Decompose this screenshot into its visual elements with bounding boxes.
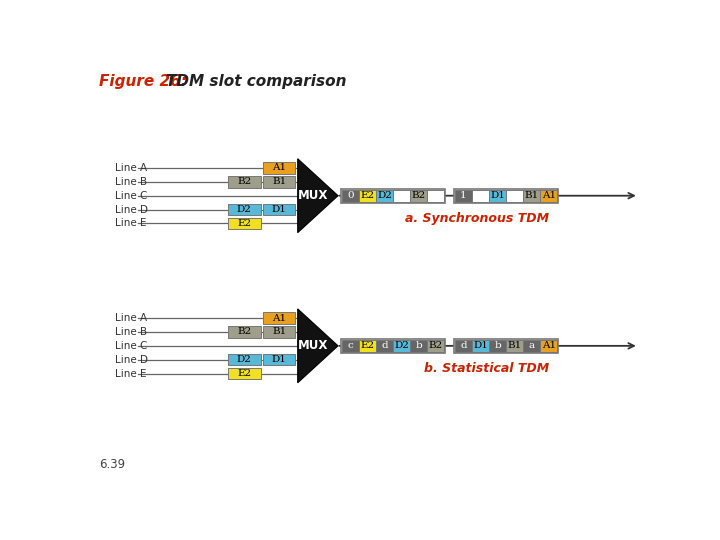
- Bar: [376, 340, 393, 352]
- Text: D2: D2: [237, 355, 252, 364]
- Text: B1: B1: [525, 191, 539, 200]
- Polygon shape: [297, 309, 338, 383]
- Bar: [393, 340, 410, 352]
- Text: A1: A1: [541, 341, 556, 350]
- Text: 6.39: 6.39: [99, 458, 125, 471]
- Text: Line E: Line E: [114, 369, 146, 379]
- Bar: [341, 339, 445, 353]
- Bar: [540, 340, 557, 352]
- Text: D1: D1: [490, 191, 505, 200]
- Bar: [393, 190, 410, 202]
- Text: MUX: MUX: [298, 339, 328, 353]
- Text: MUX: MUX: [298, 189, 328, 202]
- Text: B1: B1: [272, 177, 287, 186]
- Text: b: b: [415, 341, 422, 350]
- Text: a: a: [528, 341, 535, 350]
- Bar: [427, 340, 444, 352]
- Bar: [228, 218, 261, 229]
- Bar: [489, 340, 506, 352]
- Bar: [455, 340, 472, 352]
- Text: b: b: [494, 341, 501, 350]
- Bar: [489, 190, 506, 202]
- Polygon shape: [297, 159, 338, 233]
- Bar: [472, 340, 489, 352]
- Text: Line A: Line A: [114, 313, 147, 323]
- Text: D1: D1: [473, 341, 488, 350]
- Bar: [376, 190, 393, 202]
- Bar: [228, 326, 261, 338]
- Text: B2: B2: [428, 341, 443, 350]
- Bar: [228, 204, 261, 215]
- Bar: [455, 190, 472, 202]
- Bar: [410, 340, 427, 352]
- Bar: [228, 368, 261, 379]
- Text: B1: B1: [508, 341, 522, 350]
- Text: B2: B2: [237, 327, 251, 336]
- Bar: [263, 312, 295, 324]
- Bar: [523, 190, 540, 202]
- Text: D1: D1: [271, 355, 287, 364]
- Text: 1: 1: [460, 191, 467, 200]
- Bar: [341, 189, 445, 202]
- Text: a. Synchronous TDM: a. Synchronous TDM: [405, 212, 549, 225]
- Bar: [427, 190, 444, 202]
- Text: B2: B2: [237, 177, 251, 186]
- Bar: [472, 190, 489, 202]
- Text: D2: D2: [394, 341, 409, 350]
- Text: b. Statistical TDM: b. Statistical TDM: [424, 362, 549, 375]
- Text: B1: B1: [272, 327, 287, 336]
- Text: D1: D1: [271, 205, 287, 214]
- Bar: [263, 176, 295, 187]
- Bar: [263, 326, 295, 338]
- Bar: [506, 340, 523, 352]
- Text: A1: A1: [272, 314, 286, 322]
- Bar: [523, 340, 540, 352]
- Text: Line E: Line E: [114, 218, 146, 228]
- Bar: [359, 190, 376, 202]
- Text: A1: A1: [272, 164, 286, 172]
- Text: Line D: Line D: [114, 355, 148, 365]
- Text: E2: E2: [237, 219, 251, 228]
- Text: Line A: Line A: [114, 163, 147, 173]
- Bar: [454, 189, 558, 202]
- Text: Line C: Line C: [114, 191, 147, 201]
- Bar: [263, 162, 295, 174]
- Text: Line B: Line B: [114, 327, 147, 337]
- Text: 0: 0: [347, 191, 354, 200]
- Text: d: d: [381, 341, 388, 350]
- Text: c: c: [348, 341, 354, 350]
- Bar: [263, 204, 295, 215]
- Text: Line D: Line D: [114, 205, 148, 214]
- Bar: [540, 190, 557, 202]
- Text: D2: D2: [377, 191, 392, 200]
- Bar: [410, 190, 427, 202]
- Bar: [359, 340, 376, 352]
- Bar: [228, 176, 261, 187]
- Bar: [506, 190, 523, 202]
- Bar: [342, 340, 359, 352]
- Bar: [228, 354, 261, 366]
- Text: D2: D2: [237, 205, 252, 214]
- Text: d: d: [460, 341, 467, 350]
- Bar: [454, 339, 558, 353]
- Bar: [263, 354, 295, 366]
- Text: E2: E2: [237, 369, 251, 378]
- Text: Figure 26:: Figure 26:: [99, 74, 187, 89]
- Text: A1: A1: [541, 191, 556, 200]
- Text: B2: B2: [411, 191, 426, 200]
- Text: E2: E2: [361, 341, 374, 350]
- Text: Line B: Line B: [114, 177, 147, 187]
- Text: E2: E2: [361, 191, 374, 200]
- Text: TDM slot comparison: TDM slot comparison: [166, 74, 346, 89]
- Bar: [342, 190, 359, 202]
- Text: Line C: Line C: [114, 341, 147, 351]
